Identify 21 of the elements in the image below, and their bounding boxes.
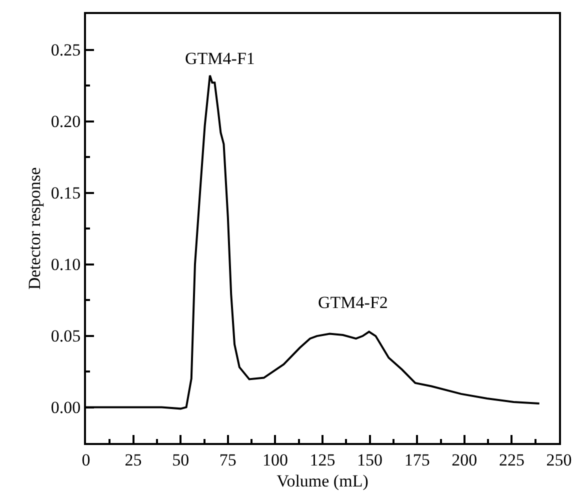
x-tick-label: 75 bbox=[219, 450, 236, 470]
y-tick-label: 0.05 bbox=[50, 326, 81, 346]
y-tick-label: 0.00 bbox=[50, 398, 81, 418]
y-tick-label: 0.20 bbox=[50, 112, 81, 132]
x-tick-label: 200 bbox=[452, 450, 478, 470]
x-axis-title: Volume (mL) bbox=[276, 471, 368, 490]
y-axis-title: Detector response bbox=[24, 167, 44, 290]
annotation: GTM4-F2 bbox=[318, 293, 388, 312]
x-tick-label: 250 bbox=[546, 450, 572, 470]
x-tick-label: 100 bbox=[262, 450, 288, 470]
x-tick-label: 150 bbox=[357, 450, 383, 470]
x-tick-label: 50 bbox=[172, 450, 190, 470]
y-tick-label: 0.15 bbox=[50, 184, 81, 203]
x-tick-label: 125 bbox=[310, 450, 336, 470]
x-tick-label: 225 bbox=[498, 450, 524, 470]
y-tick-label: 0.25 bbox=[50, 40, 81, 60]
x-tick-label: 175 bbox=[404, 450, 430, 470]
annotation: GTM4-F1 bbox=[185, 49, 255, 68]
x-tick-label: 0 bbox=[82, 450, 90, 470]
y-tick-label: 0.10 bbox=[50, 255, 81, 274]
x-tick-label: 25 bbox=[124, 450, 142, 470]
